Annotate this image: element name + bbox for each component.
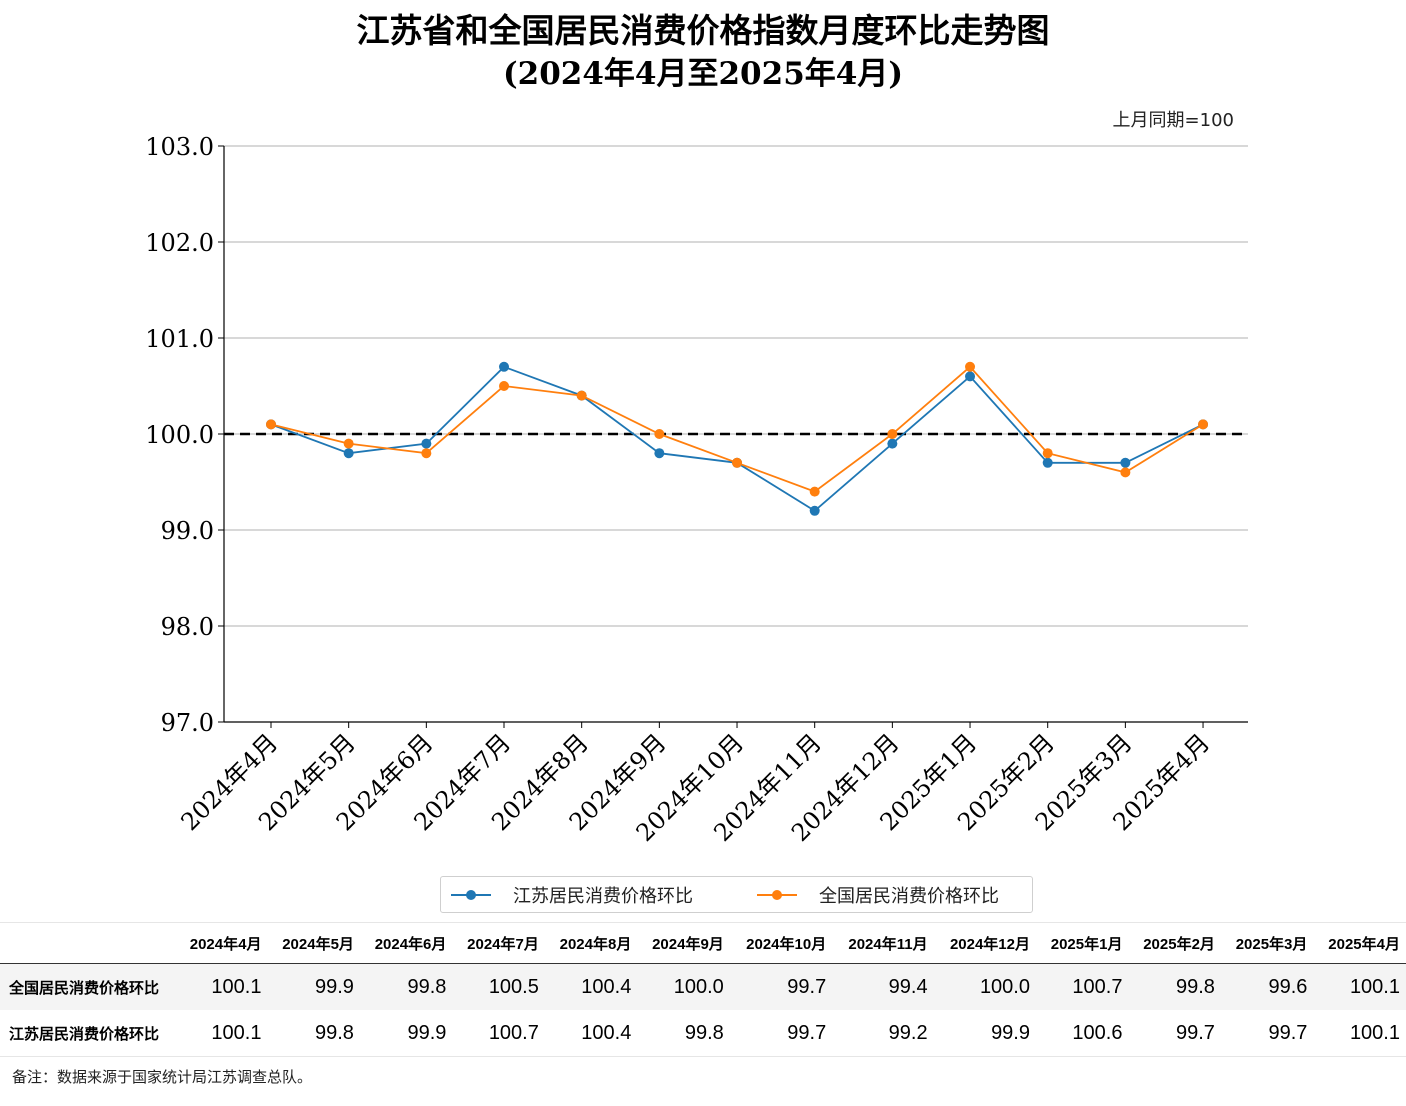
data-point	[809, 486, 820, 497]
table-cell: 100.4	[544, 963, 638, 1010]
data-point	[965, 361, 976, 372]
series-lines	[266, 361, 1209, 516]
table-cell: 99.9	[933, 1010, 1036, 1057]
series-line-1	[270, 365, 1204, 493]
data-point	[654, 429, 665, 439]
data-point	[1042, 457, 1053, 468]
legend-marker-jiangsu	[451, 889, 491, 900]
legend-marker-national	[757, 889, 797, 900]
legend-item-jiangsu: 江苏居民消费价格环比	[451, 877, 693, 912]
unit-note: 上月同期=100	[1112, 110, 1234, 131]
y-tick-label: 100.0	[145, 421, 214, 449]
table-row-national: 全国居民消费价格环比 100.1 99.9 99.8 100.5 100.4 1…	[0, 963, 1406, 1010]
y-tick-label: 102.0	[145, 229, 214, 257]
y-tick-label: 98.0	[161, 613, 214, 641]
legend-item-national: 全国居民消费价格环比	[757, 877, 999, 912]
data-point	[1120, 457, 1131, 468]
table-cell: 99.8	[1128, 963, 1221, 1010]
source-note: 备注：数据来源于国家统计局江苏调查总队。	[12, 1068, 313, 1086]
table-header: 2025年3月	[1220, 922, 1314, 964]
table-cell: 99.8	[359, 963, 453, 1010]
table-cell: 100.0	[637, 963, 730, 1010]
row-label: 江苏居民消费价格环比	[0, 1010, 175, 1057]
data-point	[809, 505, 820, 516]
table-cell: 99.8	[637, 1010, 730, 1057]
data-point	[1198, 419, 1209, 430]
table-corner	[0, 922, 175, 964]
table-cell: 100.6	[1036, 1010, 1129, 1057]
table-cell: 100.0	[933, 963, 1036, 1010]
table-cell: 100.5	[452, 963, 545, 1010]
data-point	[576, 390, 587, 401]
data-point	[887, 429, 898, 439]
table-header: 2024年11月	[832, 922, 934, 964]
table-cell: 99.7	[729, 1010, 833, 1057]
table-header: 2024年6月	[359, 922, 453, 964]
chart-legend: 江苏居民消费价格环比 全国居民消费价格环比	[440, 876, 1033, 913]
table-cell: 99.7	[729, 963, 833, 1010]
table-header: 2024年4月	[175, 922, 268, 964]
chart-title: 江苏省和全国居民消费价格指数月度环比走势图	[356, 11, 1050, 50]
table-header: 2024年12月	[933, 922, 1036, 964]
row-label: 全国居民消费价格环比	[0, 963, 175, 1010]
data-point	[499, 361, 510, 372]
table-cell: 99.8	[267, 1010, 360, 1057]
table-cell: 99.7	[1128, 1010, 1221, 1057]
table-cell: 99.9	[359, 1010, 453, 1057]
data-table: 2024年4月 2024年5月 2024年6月 2024年7月 2024年8月 …	[0, 922, 1406, 1057]
table-cell: 100.1	[175, 1010, 268, 1057]
table-cell: 99.7	[1220, 1010, 1314, 1057]
table-header: 2024年10月	[729, 922, 833, 964]
table-cell: 100.7	[452, 1010, 545, 1057]
table-cell: 99.6	[1220, 963, 1314, 1010]
table-header: 2024年5月	[267, 922, 360, 964]
table-header: 2024年9月	[637, 922, 730, 964]
table-cell: 100.1	[1313, 1010, 1406, 1057]
data-point	[1120, 467, 1131, 478]
line-chart: 97.098.099.0100.0101.0102.0103.02024年4月2…	[145, 133, 1248, 847]
table-header: 2024年8月	[544, 922, 638, 964]
data-point	[499, 381, 510, 391]
y-tick-label: 103.0	[145, 133, 214, 161]
chart-subtitle: (2024年4月至2025年4月)	[502, 56, 904, 92]
y-tick-label: 99.0	[161, 517, 214, 545]
table-header: 2024年7月	[452, 922, 545, 964]
y-tick-label: 101.0	[145, 325, 214, 353]
table-header: 2025年1月	[1036, 922, 1129, 964]
tick-labels: 97.098.099.0100.0101.0102.0103.02024年4月2…	[145, 133, 1215, 847]
table-cell: 100.7	[1036, 963, 1129, 1010]
series-line-0	[270, 365, 1204, 512]
legend-label-jiangsu: 江苏居民消费价格环比	[513, 885, 693, 907]
table-cell: 99.2	[832, 1010, 934, 1057]
axes	[218, 145, 1248, 728]
data-point	[654, 448, 665, 459]
y-tick-label: 97.0	[161, 709, 214, 737]
table-header-row: 2024年4月 2024年5月 2024年6月 2024年7月 2024年8月 …	[0, 922, 1406, 964]
data-point	[266, 419, 276, 430]
data-point	[1042, 448, 1053, 459]
data-point	[421, 438, 432, 449]
data-point	[965, 371, 976, 382]
table-header: 2025年4月	[1313, 922, 1406, 964]
table-cell: 99.9	[267, 963, 360, 1010]
grid-lines	[224, 145, 1248, 627]
table-header: 2025年2月	[1128, 922, 1221, 964]
table-cell: 100.1	[175, 963, 268, 1010]
data-point	[343, 438, 354, 449]
table-row-jiangsu: 江苏居民消费价格环比 100.1 99.8 99.9 100.7 100.4 9…	[0, 1010, 1406, 1057]
table-cell: 100.4	[544, 1010, 638, 1057]
table-cell: 99.4	[832, 963, 934, 1010]
legend-label-national: 全国居民消费价格环比	[819, 885, 999, 907]
data-point	[887, 438, 898, 449]
table-cell: 100.1	[1313, 963, 1406, 1010]
data-point	[732, 457, 743, 468]
data-point	[421, 448, 432, 459]
data-point	[343, 448, 354, 459]
